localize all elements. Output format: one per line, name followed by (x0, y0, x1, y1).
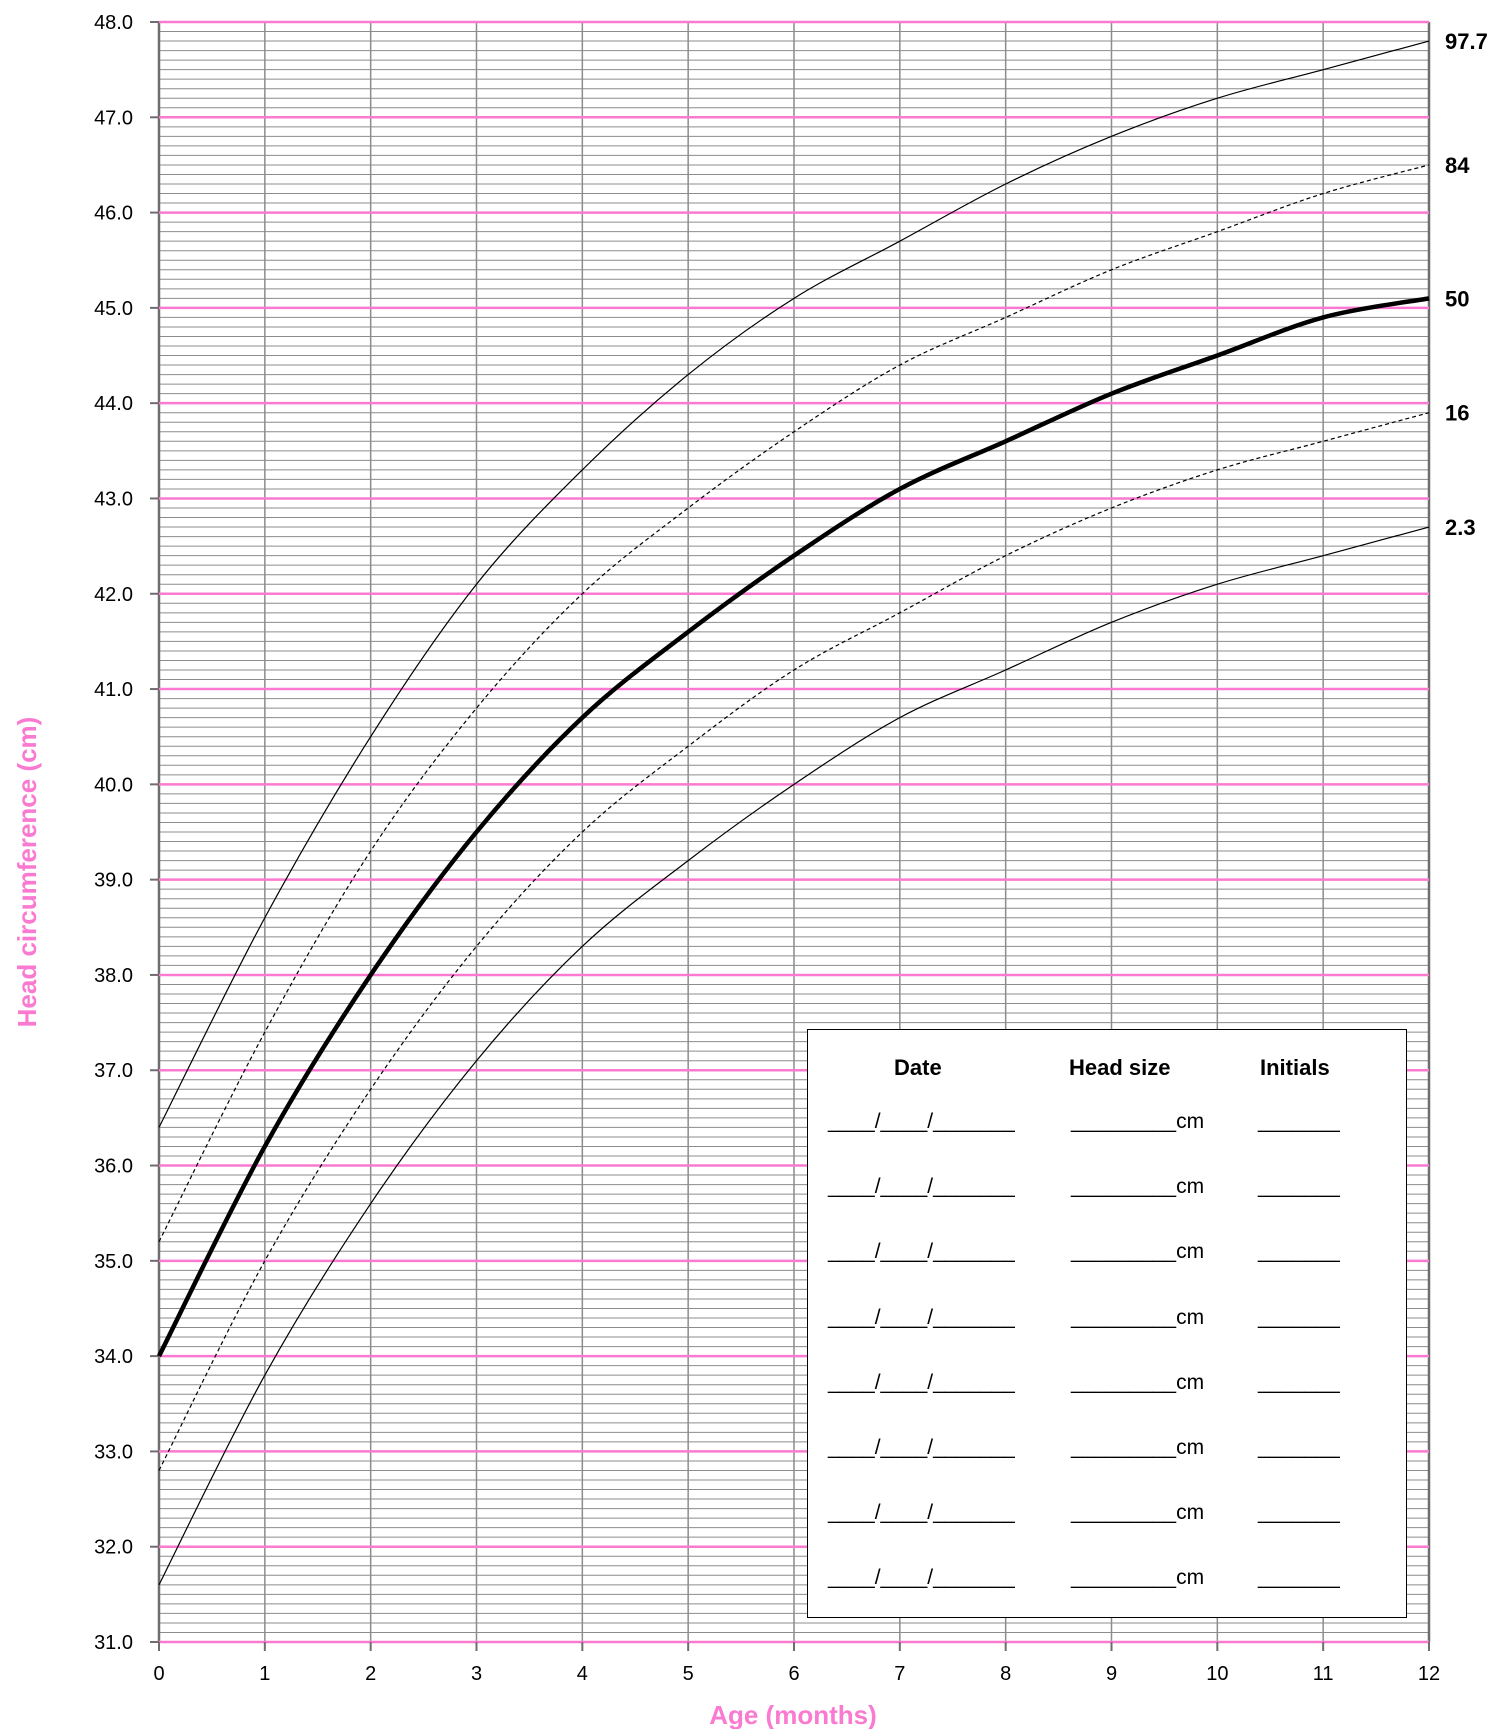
y-tick-label: 39.0 (94, 870, 133, 892)
y-tick-label: 36.0 (94, 1156, 133, 1178)
x-tick-label: 0 (153, 1663, 164, 1685)
record-row: ____/____/_______ _________cm _______ (808, 1110, 1406, 1140)
percentile-label: 2.3 (1445, 515, 1476, 540)
x-axis-title: Age (months) (709, 1700, 877, 1729)
x-tick-label: 11 (1313, 1663, 1334, 1685)
x-tick-label: 12 (1418, 1663, 1440, 1685)
x-tick-label: 5 (683, 1663, 694, 1685)
head-size-header: Head size (1069, 1055, 1171, 1080)
initials-entry-field: _______ (1258, 1305, 1340, 1329)
initials-entry-field: _______ (1258, 1110, 1340, 1133)
initials-entry-field: _______ (1258, 1566, 1340, 1590)
percentile-curves (156, 40, 1430, 1586)
y-tick-label: 38.0 (94, 965, 133, 987)
date-entry-field: ____/____/_______ (828, 1175, 1015, 1199)
x-tick-label: 10 (1206, 1663, 1228, 1685)
head-size-entry-field: _________cm (1071, 1305, 1205, 1329)
head-size-entry-field: _________cm (1071, 1436, 1205, 1459)
record-row: ____/____/_______ _________cm _______ (808, 1566, 1406, 1596)
date-entry-field: ____/____/_______ (828, 1566, 1015, 1590)
y-tick-label: 40.0 (94, 774, 133, 796)
y-axis-ticks: 31.0 32.0 33.0 34.0 35.0 36.0 37.0 38.0 39.0 40.0… (94, 12, 133, 1654)
record-row: ____/____/_______ _________cm _______ (808, 1175, 1406, 1205)
percentile-curve-97-7 (158, 40, 1430, 1128)
date-entry-field: ____/____/_______ (828, 1436, 1015, 1459)
x-tick-label: 3 (471, 1663, 482, 1685)
head-size-entry-field: _________cm (1071, 1566, 1205, 1590)
date-entry-field: ____/____/_______ (828, 1305, 1015, 1329)
date-entry-field: ____/____/_______ (828, 1501, 1015, 1525)
record-row: ____/____/_______ _________cm _______ (808, 1436, 1406, 1466)
record-row: ____/____/_______ _________cm _______ (808, 1306, 1406, 1336)
y-tick-label: 47.0 (94, 107, 133, 129)
x-tick-label: 2 (365, 1663, 376, 1685)
percentile-curve-2-3 (158, 526, 1430, 1586)
percentile-curve-50 (156, 296, 1430, 1358)
initials-entry-field: _______ (1258, 1436, 1340, 1459)
y-tick-label: 37.0 (94, 1060, 133, 1082)
record-row: ____/____/_______ _________cm _______ (808, 1240, 1406, 1270)
date-header: Date (894, 1055, 942, 1080)
x-tick-label: 1 (259, 1663, 270, 1685)
head-size-entry-field: _________cm (1071, 1175, 1205, 1199)
date-entry-field: ____/____/_______ (828, 1240, 1015, 1264)
percentile-curve-84 (158, 164, 1430, 1243)
percentile-curve-16 (158, 412, 1430, 1471)
y-tick-label: 42.0 (94, 584, 133, 606)
initials-header: Initials (1260, 1055, 1330, 1080)
x-tick-label: 8 (1000, 1663, 1011, 1685)
x-tick-label: 4 (577, 1663, 588, 1685)
initials-entry-field: _______ (1258, 1175, 1340, 1199)
y-tick-label: 44.0 (94, 393, 133, 415)
head-size-entry-field: _________cm (1071, 1240, 1205, 1264)
y-tick-label: 32.0 (94, 1537, 133, 1559)
x-axis-ticks: 0 1 2 3 4 5 6 7 8 9 10 11 12 (153, 1663, 1440, 1685)
percentile-label: 50 (1445, 286, 1469, 311)
percentile-label: 16 (1445, 401, 1469, 426)
x-tick-label: 6 (788, 1663, 799, 1685)
record-row: ____/____/_______ _________cm _______ (808, 1371, 1406, 1401)
initials-entry-field: _______ (1258, 1240, 1340, 1264)
date-entry-field: ____/____/_______ (828, 1370, 1015, 1394)
y-tick-label: 35.0 (94, 1251, 133, 1273)
percentile-label: 97.7 (1445, 29, 1488, 54)
initials-entry-field: _______ (1258, 1501, 1340, 1525)
y-tick-label: 31.0 (94, 1632, 133, 1654)
record-row: ____/____/_______ _________cm _______ (808, 1501, 1406, 1531)
y-tick-label: 48.0 (94, 12, 133, 34)
y-tick-label: 43.0 (94, 488, 133, 510)
y-axis-title: Head circumference (cm) (12, 717, 42, 1028)
head-size-entry-field: _________cm (1071, 1370, 1205, 1394)
y-tick-label: 33.0 (94, 1441, 133, 1463)
y-tick-label: 46.0 (94, 203, 133, 225)
measurement-record-table: Date Head size Initials ____/____/______… (807, 1029, 1407, 1618)
x-tick-label: 9 (1106, 1663, 1117, 1685)
date-entry-field: ____/____/_______ (828, 1110, 1015, 1133)
y-tick-label: 34.0 (94, 1346, 133, 1368)
head-size-entry-field: _________cm (1071, 1501, 1205, 1525)
head-size-entry-field: _________cm (1071, 1110, 1205, 1133)
y-tick-label: 41.0 (94, 679, 133, 701)
initials-entry-field: _______ (1258, 1370, 1340, 1394)
x-tick-label: 7 (894, 1663, 905, 1685)
y-tick-label: 45.0 (94, 298, 133, 320)
percentile-labels: 97.7 84 50 16 2.3 (1445, 29, 1488, 540)
percentile-label: 84 (1445, 153, 1470, 178)
